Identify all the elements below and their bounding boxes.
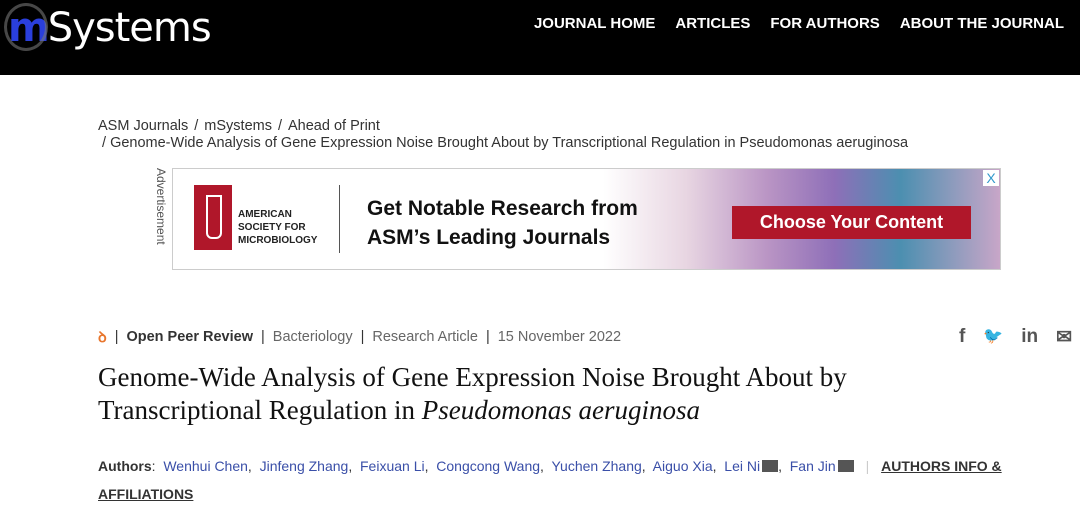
open-access-icon: ꝺ bbox=[98, 330, 107, 346]
article-title: Genome-Wide Analysis of Gene Expression … bbox=[98, 362, 847, 425]
author-link[interactable]: Lei Ni bbox=[724, 458, 761, 474]
nav-articles[interactable]: ARTICLES bbox=[675, 15, 751, 32]
facebook-icon[interactable]: f bbox=[958, 326, 966, 347]
breadcrumb-asm-journals[interactable]: ASM Journals bbox=[98, 118, 189, 134]
breadcrumb-msystems[interactable]: mSystems bbox=[204, 118, 272, 134]
open-peer-review[interactable]: Open Peer Review bbox=[126, 329, 253, 345]
author-link[interactable]: Wenhui Chen bbox=[163, 458, 248, 474]
email-icon[interactable]: ✉ bbox=[1056, 327, 1072, 348]
share-bar: f 🐦 in ✉ bbox=[959, 326, 1072, 349]
choose-content-button[interactable]: Choose Your Content bbox=[732, 206, 971, 239]
advertisement-banner[interactable]: AMERICAN SOCIETY FOR MICROBIOLOGY Get Nota… bbox=[172, 168, 1001, 270]
author-link[interactable]: Fan Jin bbox=[789, 458, 836, 474]
breadcrumb-article: Genome-Wide Analysis of Gene Expression … bbox=[110, 135, 909, 151]
advertisement-label: Advertisement bbox=[154, 168, 168, 245]
article-type: Research Article bbox=[372, 329, 478, 345]
author-link[interactable]: Yuchen Zhang bbox=[551, 458, 642, 474]
close-ad-icon[interactable]: X bbox=[983, 170, 999, 186]
main-nav: JOURNAL HOME ARTICLES FOR AUTHORS ABOUT … bbox=[534, 15, 1064, 32]
mail-icon[interactable] bbox=[837, 460, 854, 472]
author-link[interactable]: Feixuan Li bbox=[360, 458, 425, 474]
breadcrumb-current: / Genome-Wide Analysis of Gene Expressio… bbox=[102, 135, 909, 151]
breadcrumb: ASM Journals / mSystems / Ahead of Print bbox=[98, 118, 380, 134]
author-link[interactable]: Aiguo Xia bbox=[652, 458, 713, 474]
ad-headline: Get Notable Research from ASM’s Leading J… bbox=[367, 197, 638, 249]
nav-about-journal[interactable]: ABOUT THE JOURNAL bbox=[899, 15, 1064, 32]
author-link[interactable]: Jinfeng Zhang bbox=[259, 458, 349, 474]
twitter-icon[interactable]: 🐦 bbox=[983, 328, 1004, 345]
author-link[interactable]: Congcong Wang bbox=[436, 458, 541, 474]
subject[interactable]: Bacteriology bbox=[272, 329, 353, 345]
authors-list: Authors: Wenhui Chen, Jinfeng Zhang, Fei… bbox=[98, 458, 1002, 502]
breadcrumb-ahead-of-print[interactable]: Ahead of Print bbox=[288, 118, 380, 134]
linkedin-icon[interactable]: in bbox=[1021, 326, 1039, 347]
article-meta: ꝺ | Open Peer Review | Bacteriology | Resea… bbox=[98, 329, 622, 346]
nav-for-authors[interactable]: FOR AUTHORS bbox=[770, 15, 880, 32]
nav-journal-home[interactable]: JOURNAL HOME bbox=[533, 15, 656, 32]
logo-text: Systems bbox=[47, 5, 212, 51]
publish-date: 15 November 2022 bbox=[497, 329, 622, 345]
top-bar: m Systems JOURNAL HOME ARTICLES FOR AUTHO… bbox=[0, 0, 1080, 75]
logo-m: m bbox=[4, 3, 50, 51]
authors-label: Authors bbox=[98, 458, 152, 474]
divider bbox=[339, 185, 340, 253]
mail-icon[interactable] bbox=[762, 460, 779, 472]
asm-org-name: AMERICAN SOCIETY FOR MICROBIOLOGY bbox=[238, 209, 318, 246]
msystems-logo[interactable]: m Systems bbox=[4, 3, 212, 52]
asm-microscope-logo bbox=[194, 185, 232, 250]
